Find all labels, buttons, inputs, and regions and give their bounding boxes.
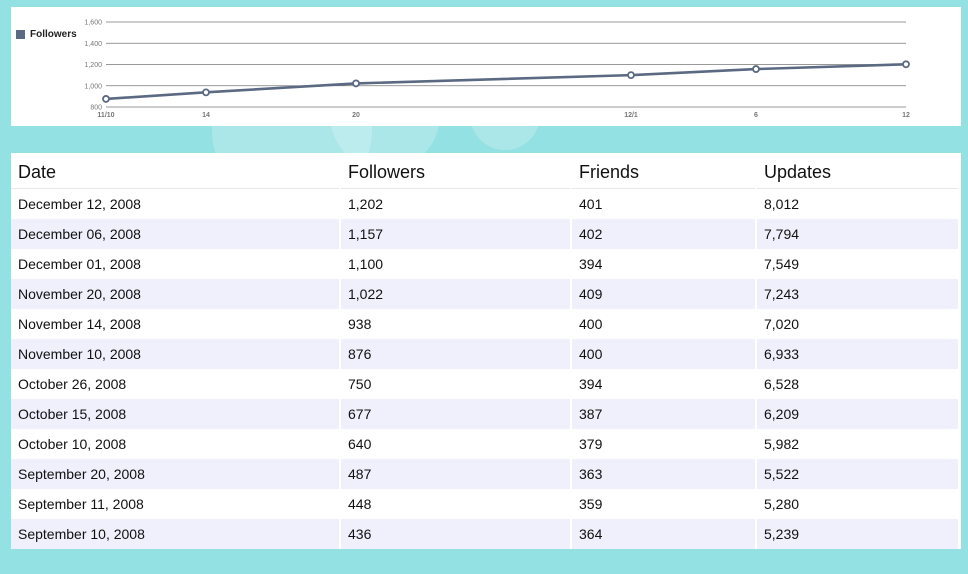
followers-line (105, 62, 907, 101)
cell-followers: 1,022 (340, 279, 572, 309)
table-row: September 11, 2008 448 359 5,280 (11, 489, 960, 519)
table-row: December 06, 2008 1,157 402 7,794 (11, 219, 960, 249)
cell-friends: 359 (571, 489, 757, 519)
cell-updates: 8,012 (756, 188, 960, 219)
table-row: November 10, 2008 876 400 6,933 (11, 339, 960, 369)
table-row: September 10, 2008 436 364 5,239 (11, 519, 960, 549)
cell-date: September 11, 2008 (11, 489, 341, 519)
legend-swatch (16, 30, 25, 39)
cell-friends: 379 (571, 429, 757, 459)
cell-date: September 20, 2008 (11, 459, 341, 489)
chart-legend: Followers (16, 29, 77, 40)
cell-followers: 487 (340, 459, 572, 489)
cell-date: October 10, 2008 (11, 429, 341, 459)
cell-followers: 677 (340, 399, 572, 429)
legend-label: Followers (30, 29, 77, 40)
cell-friends: 400 (571, 309, 757, 339)
cell-friends: 394 (571, 369, 757, 399)
cell-followers: 448 (340, 489, 572, 519)
cell-followers: 436 (340, 519, 572, 549)
cell-date: November 10, 2008 (11, 339, 341, 369)
followers-chart: 800 1,000 1,200 1,400 1,600 11/10 14 20 12/1 6 12 … (11, 7, 961, 126)
data-point (902, 60, 910, 69)
table-row: October 26, 2008 750 394 6,528 (11, 369, 960, 399)
cell-followers: 1,100 (340, 249, 572, 279)
cell-friends: 400 (571, 339, 757, 369)
x-tick-label: 12/1 (624, 112, 638, 119)
cell-friends: 394 (571, 249, 757, 279)
x-tick-label: 12 (902, 112, 910, 119)
cell-updates: 6,209 (756, 399, 960, 429)
cell-friends: 364 (571, 519, 757, 549)
table-row: December 01, 2008 1,100 394 7,549 (11, 249, 960, 279)
y-tick-label: 800 (90, 105, 102, 112)
table-row: September 20, 2008 487 363 5,522 (11, 459, 960, 489)
header-friends: Friends (571, 153, 757, 189)
table-row: November 20, 2008 1,022 409 7,243 (11, 279, 960, 309)
header-followers: Followers (340, 153, 572, 189)
cell-updates: 5,522 (756, 459, 960, 489)
y-tick-label: 1,600 (84, 20, 102, 27)
y-tick-label: 1,400 (84, 41, 102, 48)
cell-date: November 14, 2008 (11, 309, 341, 339)
cell-followers: 640 (340, 429, 572, 459)
header-updates: Updates (756, 153, 960, 189)
data-point (202, 88, 210, 97)
table-row: November 14, 2008 938 400 7,020 (11, 309, 960, 339)
header-date: Date (11, 153, 341, 189)
cell-friends: 363 (571, 459, 757, 489)
table-header-row: Date Followers Friends Updates (11, 153, 960, 189)
cell-followers: 750 (340, 369, 572, 399)
table-row: October 10, 2008 640 379 5,982 (11, 429, 960, 459)
cell-updates: 6,528 (756, 369, 960, 399)
x-tick-label: 14 (202, 112, 210, 119)
data-point (102, 95, 110, 103)
cell-updates: 7,243 (756, 279, 960, 309)
cell-date: October 15, 2008 (11, 399, 341, 429)
cell-updates: 5,982 (756, 429, 960, 459)
cell-updates: 7,020 (756, 309, 960, 339)
cell-followers: 1,157 (340, 219, 572, 249)
cell-followers: 938 (340, 309, 572, 339)
cell-date: December 01, 2008 (11, 249, 341, 279)
cell-date: September 10, 2008 (11, 519, 341, 549)
cell-followers: 1,202 (340, 188, 572, 219)
table-row: October 15, 2008 677 387 6,209 (11, 399, 960, 429)
data-point (627, 71, 635, 80)
cell-updates: 7,549 (756, 249, 960, 279)
cell-date: October 26, 2008 (11, 369, 341, 399)
cell-friends: 402 (571, 219, 757, 249)
cell-friends: 387 (571, 399, 757, 429)
cell-updates: 6,933 (756, 339, 960, 369)
x-tick-label: 11/10 (97, 112, 114, 119)
cell-updates: 5,280 (756, 489, 960, 519)
cell-followers: 876 (340, 339, 572, 369)
data-point (352, 79, 360, 88)
cell-date: December 06, 2008 (11, 219, 341, 249)
chart-plot: 800 1,000 1,200 1,400 1,600 11/10 14 20 12/1 6 12 (84, 20, 910, 120)
x-tick-label: 6 (754, 112, 758, 119)
cell-date: December 12, 2008 (11, 188, 341, 219)
stats-table: Date Followers Friends Updates December … (11, 153, 960, 549)
x-tick-label: 20 (352, 112, 360, 119)
y-tick-label: 1,000 (84, 83, 102, 90)
cell-updates: 5,239 (756, 519, 960, 549)
cell-date: November 20, 2008 (11, 279, 341, 309)
data-point (752, 65, 760, 73)
cell-friends: 401 (571, 188, 757, 219)
y-tick-label: 1,200 (84, 62, 102, 69)
cell-friends: 409 (571, 279, 757, 309)
cell-updates: 7,794 (756, 219, 960, 249)
stats-table-panel: Date Followers Friends Updates December … (11, 153, 961, 549)
table-row: December 12, 2008 1,202 401 8,012 (11, 188, 960, 219)
